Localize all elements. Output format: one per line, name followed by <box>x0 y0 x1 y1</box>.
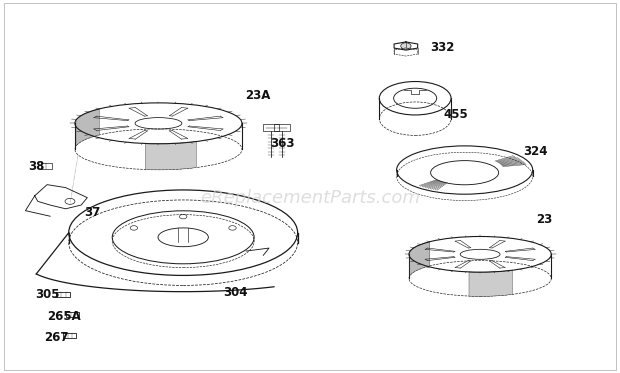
Text: 455: 455 <box>443 107 467 120</box>
Text: 265A: 265A <box>47 310 81 323</box>
Text: 304: 304 <box>223 286 248 299</box>
Text: 38: 38 <box>29 160 45 173</box>
Text: 324: 324 <box>523 145 548 158</box>
Text: 37: 37 <box>84 206 100 219</box>
Text: 305: 305 <box>35 288 60 301</box>
Text: 23: 23 <box>536 213 552 226</box>
Polygon shape <box>410 242 430 276</box>
Text: 332: 332 <box>431 41 455 54</box>
Text: eReplacementParts.com: eReplacementParts.com <box>200 189 420 207</box>
Polygon shape <box>145 141 197 170</box>
Text: 23A: 23A <box>245 89 270 102</box>
Text: 267: 267 <box>44 330 68 344</box>
Text: 363: 363 <box>270 137 294 150</box>
Polygon shape <box>76 109 99 146</box>
Polygon shape <box>469 270 512 296</box>
